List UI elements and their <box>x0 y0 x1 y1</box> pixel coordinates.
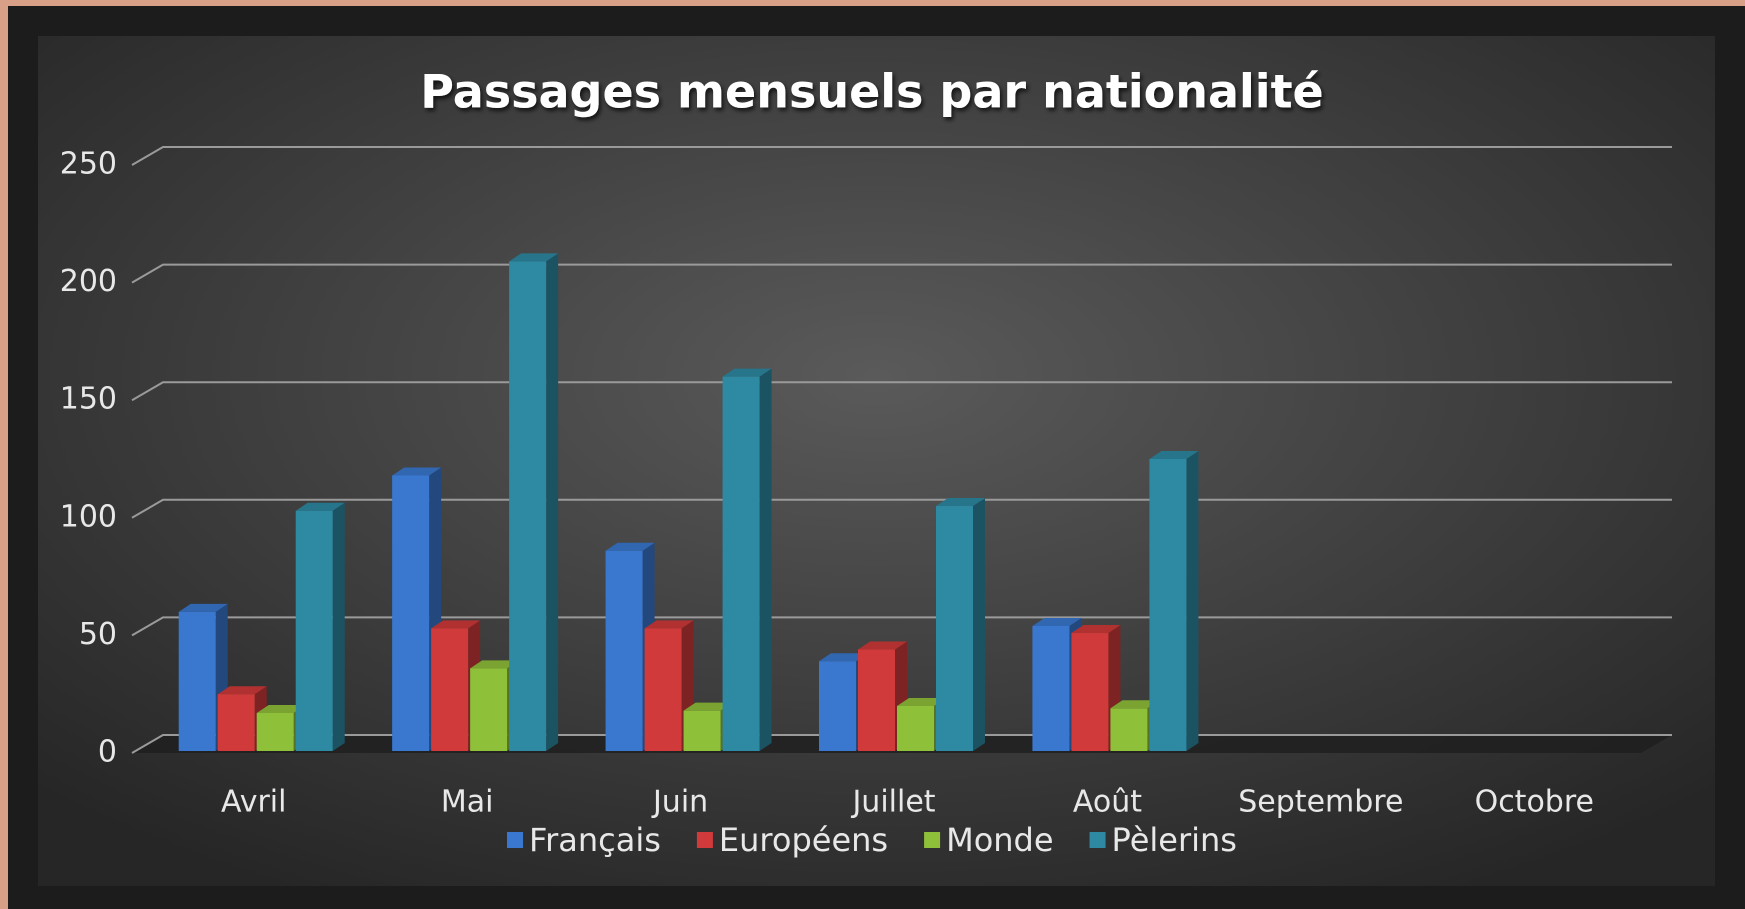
grid-line <box>131 146 1672 166</box>
bar-top <box>605 542 655 551</box>
bar <box>295 510 333 751</box>
legend-label: Européens <box>719 821 888 859</box>
legend-marker <box>507 832 524 848</box>
bar-side <box>546 253 559 751</box>
bar-top <box>722 368 772 377</box>
plot-background <box>38 36 1715 886</box>
bar <box>936 506 973 751</box>
bar-top <box>936 498 985 507</box>
legend-label: Français <box>529 821 661 859</box>
y-tick-label: 50 <box>79 617 117 652</box>
legend-label: Pèlerins <box>1112 821 1237 859</box>
legend-marker <box>924 832 941 848</box>
bar <box>722 376 760 751</box>
bar-side <box>332 502 345 751</box>
bar <box>683 710 721 751</box>
bar <box>1032 625 1070 751</box>
bar <box>178 611 216 751</box>
bar-top <box>509 253 559 262</box>
y-tick-label: 0 <box>98 735 117 770</box>
bar-top <box>392 467 442 476</box>
grid-line <box>131 381 1672 402</box>
x-tick-label: Avril <box>221 785 287 820</box>
x-tick-label: Juin <box>651 785 708 820</box>
bar <box>644 628 682 751</box>
bar-top <box>217 686 267 695</box>
bar-top <box>431 620 481 629</box>
bar <box>431 628 469 751</box>
bar-top <box>295 502 345 511</box>
y-tick-label: 250 <box>60 147 117 182</box>
bar-top <box>178 603 228 612</box>
bar-top <box>470 660 520 669</box>
bar-side <box>973 498 985 751</box>
legend-marker <box>696 832 713 848</box>
bar-top <box>897 697 946 706</box>
bar-top <box>644 620 694 629</box>
x-tick-label: Octobre <box>1475 785 1594 820</box>
bar-top <box>858 641 907 650</box>
bar-top <box>683 702 733 711</box>
bar <box>1149 459 1187 751</box>
y-tick-label: 100 <box>60 499 117 534</box>
bar-side <box>759 368 772 751</box>
bar-top <box>256 705 306 714</box>
bar <box>392 475 430 751</box>
x-tick-label: Mai <box>441 785 494 820</box>
bar <box>217 694 255 751</box>
bar <box>819 661 856 751</box>
bar-top <box>1149 451 1199 459</box>
bar <box>509 261 547 751</box>
bar-top <box>1032 617 1082 626</box>
chart-title: Passages mensuels par nationalité <box>420 65 1324 119</box>
x-tick-label: Juillet <box>850 785 935 820</box>
bar-side <box>1186 451 1199 751</box>
bar <box>470 668 508 751</box>
x-tick-label: Septembre <box>1238 785 1403 820</box>
bar <box>256 713 294 751</box>
y-tick-label: 150 <box>60 382 117 417</box>
bar-top <box>819 653 868 662</box>
bar <box>605 550 643 751</box>
y-tick-label: 200 <box>60 264 117 299</box>
x-tick-label: Août <box>1073 785 1142 820</box>
bar <box>1071 633 1109 751</box>
bar-top <box>1071 625 1121 634</box>
bar-top <box>1110 700 1160 709</box>
legend-label: Monde <box>946 821 1053 859</box>
grid-line <box>131 263 1672 284</box>
bar <box>858 649 895 751</box>
legend-marker <box>1089 832 1106 848</box>
bar <box>1110 708 1148 751</box>
bar <box>897 705 934 751</box>
